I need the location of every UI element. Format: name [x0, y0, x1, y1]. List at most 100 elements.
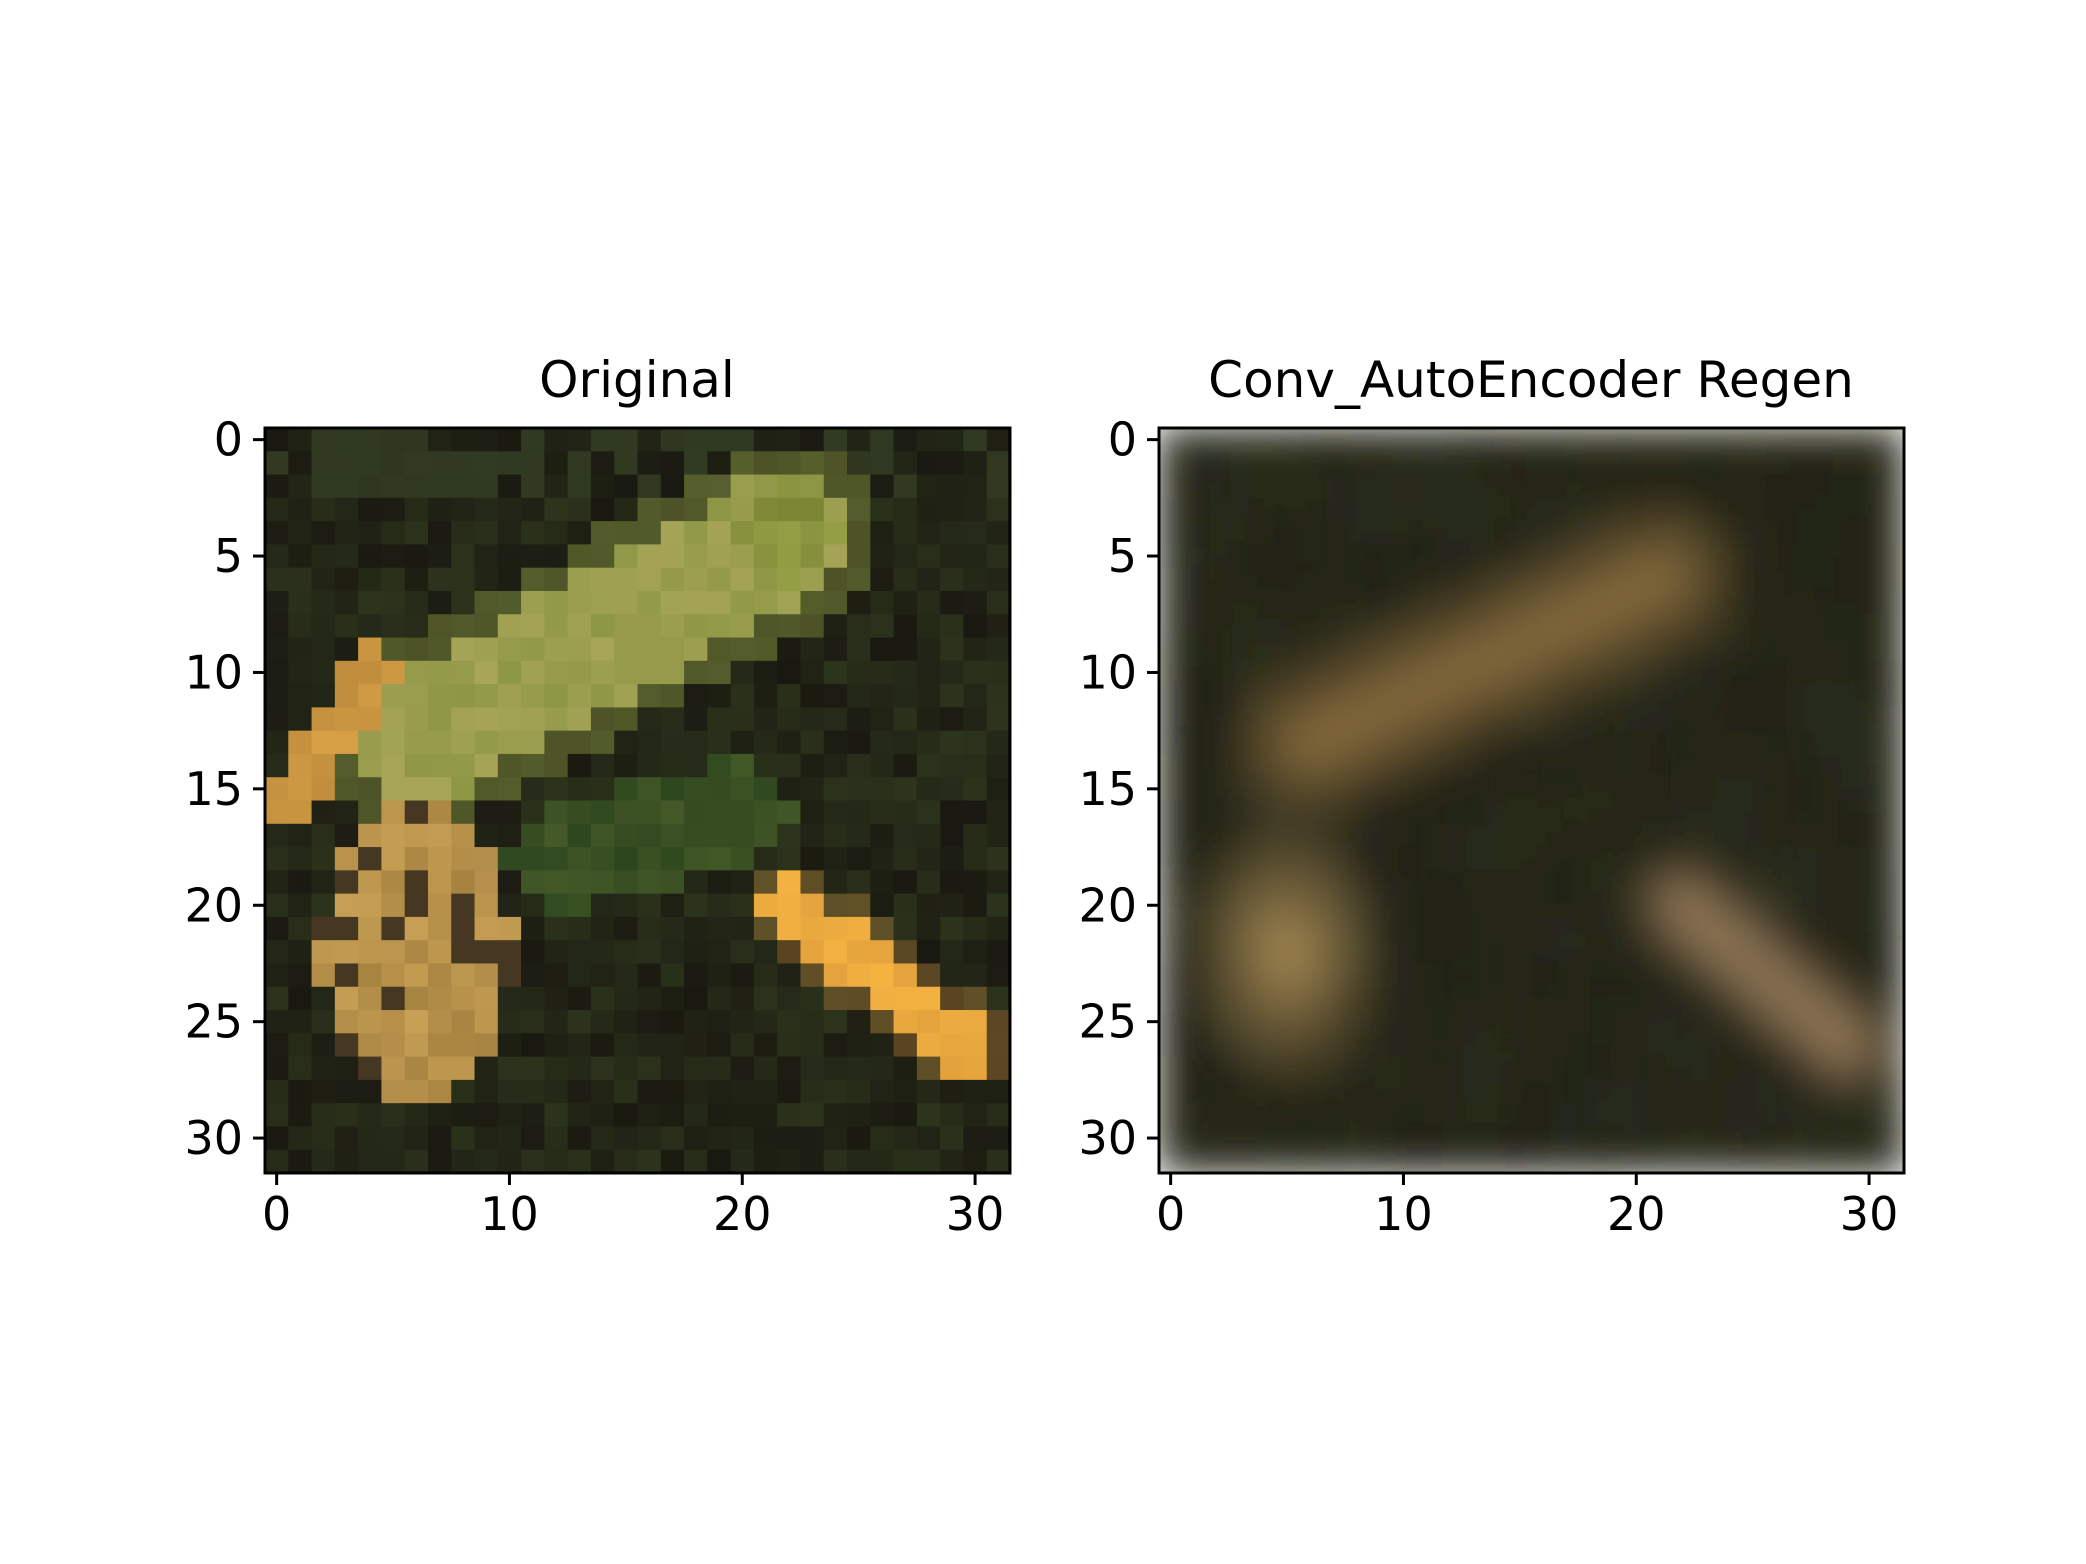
image-pixel: [893, 963, 918, 988]
image-pixel: [311, 614, 336, 639]
image-pixel: [1717, 521, 1742, 545]
image-pixel: [1857, 1010, 1882, 1034]
image-pixel: [684, 707, 708, 732]
image-pixel: [567, 940, 592, 964]
image-pixel: [404, 684, 429, 708]
image-pixel: [1438, 451, 1463, 476]
image-pixel: [311, 893, 336, 918]
image-pixel: [1438, 474, 1463, 499]
image-pixel: [381, 1149, 406, 1173]
image-pixel: [1508, 963, 1532, 988]
image-pixel: [265, 963, 289, 988]
image-pixel: [497, 870, 522, 895]
image-pixel: [1368, 940, 1393, 964]
image-pixel: [590, 614, 615, 639]
image-pixel: [1717, 777, 1742, 801]
image-pixel: [777, 428, 801, 452]
image-pixel: [1601, 1126, 1626, 1151]
image-pixel: [800, 1033, 825, 1058]
image-pixel: [334, 474, 359, 499]
image-pixel: [1391, 847, 1416, 871]
image-pixel: [870, 1033, 895, 1058]
image-pixel: [1554, 451, 1579, 476]
image-pixel: [1624, 753, 1649, 778]
image-pixel: [1461, 1149, 1486, 1173]
image-pixel: [1624, 1149, 1649, 1173]
image-pixel: [1182, 637, 1207, 662]
image-pixel: [474, 428, 499, 452]
y-tick-label: 5: [214, 529, 243, 583]
image-pixel: [288, 637, 313, 662]
image-pixel: [1461, 986, 1486, 1011]
image-pixel: [963, 777, 988, 801]
image-pixel: [1834, 893, 1858, 918]
image-pixel: [1880, 986, 1904, 1011]
image-pixel: [288, 1149, 313, 1173]
image-pixel: [730, 567, 755, 592]
image-pixel: [1461, 730, 1486, 755]
image-pixel: [1182, 474, 1207, 499]
image-pixel: [1182, 1056, 1207, 1081]
image-pixel: [1601, 823, 1626, 848]
image-pixel: [1461, 940, 1486, 964]
image-pixel: [1857, 870, 1882, 895]
image-pixel: [1694, 637, 1719, 662]
image-pixel: [1880, 730, 1904, 755]
image-pixel: [1531, 451, 1556, 476]
image-pixel: [893, 428, 918, 452]
image-pixel: [753, 567, 778, 592]
image-pixel: [753, 1149, 778, 1173]
image-pixel: [893, 1056, 918, 1081]
image-pixel: [1717, 1079, 1742, 1104]
image-pixel: [940, 614, 964, 639]
image-pixel: [1228, 660, 1253, 685]
image-pixel: [870, 614, 895, 639]
y-tick-label: 0: [1108, 413, 1137, 467]
image-pixel: [1671, 567, 1695, 592]
image-pixel: [1321, 614, 1346, 639]
image-pixel: [1787, 963, 1812, 988]
image-pixel: [823, 1126, 848, 1151]
image-pixel: [753, 474, 778, 499]
image-pixel: [567, 870, 592, 895]
image-pixel: [544, 1149, 569, 1173]
image-pixel: [1578, 1149, 1602, 1173]
image-pixel: [1391, 451, 1416, 476]
image-pixel: [544, 497, 569, 522]
image-pixel: [800, 847, 825, 871]
image-pixel: [1508, 940, 1532, 964]
image-pixel: [1787, 916, 1812, 941]
image-pixel: [1298, 847, 1323, 871]
image-pixel: [916, 870, 941, 895]
image-pixel: [637, 963, 662, 988]
image-pixel: [1368, 590, 1393, 615]
image-pixel: [1554, 590, 1579, 615]
image-pixel: [1345, 823, 1370, 848]
image-pixel: [916, 847, 941, 871]
image-pixel: [1601, 590, 1626, 615]
image-pixel: [590, 1126, 615, 1151]
image-pixel: [823, 893, 848, 918]
image-pixel: [1298, 707, 1323, 732]
image-pixel: [1391, 940, 1416, 964]
image-pixel: [1438, 1103, 1463, 1127]
image-pixel: [474, 1033, 499, 1058]
image-pixel: [1298, 893, 1323, 918]
image-pixel: [567, 1033, 592, 1058]
image-pixel: [1345, 730, 1370, 755]
image-pixel: [1321, 660, 1346, 685]
image-pixel: [1717, 986, 1742, 1011]
image-pixel: [916, 451, 941, 476]
image-pixel: [1531, 707, 1556, 732]
image-pixel: [427, 684, 452, 708]
image-pixel: [1508, 800, 1532, 825]
image-pixel: [1764, 753, 1789, 778]
image-pixel: [916, 474, 941, 499]
image-pixel: [1671, 637, 1695, 662]
image-pixel: [1438, 521, 1463, 545]
image-pixel: [637, 800, 662, 825]
image-pixel: [1484, 544, 1509, 569]
image-pixel: [1810, 893, 1835, 918]
image-pixel: [358, 451, 382, 476]
image-pixel: [1205, 1103, 1230, 1127]
